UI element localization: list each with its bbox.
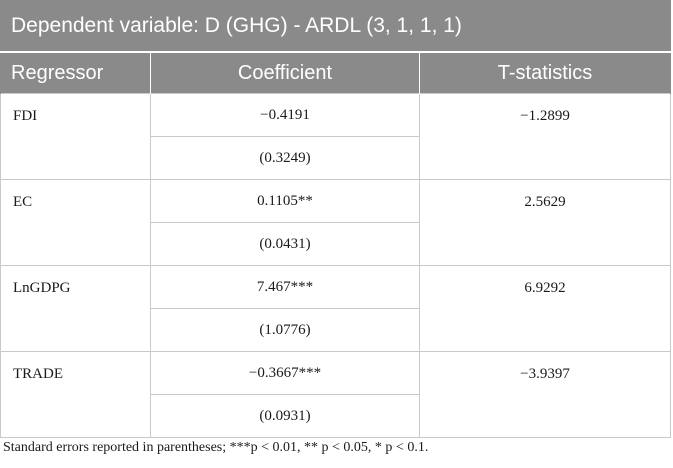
table-footnote: Standard errors reported in parentheses;… xyxy=(3,440,429,455)
coefficient-cell: 7.467*** xyxy=(150,265,420,309)
regressor-cell: TRADE xyxy=(0,351,151,438)
tstat-cell: 6.9292 xyxy=(419,265,671,352)
table-title: Dependent variable: D (GHG) - ARDL (3, 1… xyxy=(0,0,671,53)
header-coefficient: Coefficient xyxy=(150,52,420,94)
tstat-cell: 2.5629 xyxy=(419,179,671,266)
table-row: FDI −0.4191 −1.2899 xyxy=(0,93,671,180)
header-tstat: T-statistics xyxy=(419,52,671,94)
table-row-std-error: (0.3249) xyxy=(1,136,671,180)
header-regressor: Regressor xyxy=(0,52,151,94)
std-error-cell: (0.3249) xyxy=(150,136,420,180)
ardl-results-table: Dependent variable: D (GHG) - ARDL (3, 1… xyxy=(0,0,671,438)
table-title-row: Dependent variable: D (GHG) - ARDL (3, 1… xyxy=(0,0,671,53)
table-header-row: Regressor Coefficient T-statistics xyxy=(0,52,671,94)
std-error-cell: (0.0931) xyxy=(150,394,420,438)
coefficient-cell: −0.3667*** xyxy=(150,351,420,395)
regressor-cell: FDI xyxy=(0,93,151,180)
coefficient-cell: −0.4191 xyxy=(150,93,420,137)
coefficient-cell: 0.1105** xyxy=(150,179,420,223)
table-row: LnGDPG 7.467*** 6.9292 xyxy=(0,265,671,352)
table-row: EC 0.1105** 2.5629 xyxy=(0,179,671,266)
table-row: TRADE −0.3667*** −3.9397 xyxy=(0,351,671,438)
table-row-std-error: (0.0431) xyxy=(1,222,671,266)
results-table-container: Dependent variable: D (GHG) - ARDL (3, 1… xyxy=(0,0,671,438)
table-row-std-error: (0.0931) xyxy=(1,394,671,438)
std-error-cell: (0.0431) xyxy=(150,222,420,266)
regressor-cell: EC xyxy=(0,179,151,266)
std-error-cell: (1.0776) xyxy=(150,308,420,352)
tstat-cell: −1.2899 xyxy=(419,93,671,180)
regressor-cell: LnGDPG xyxy=(0,265,151,352)
tstat-cell: −3.9397 xyxy=(419,351,671,438)
